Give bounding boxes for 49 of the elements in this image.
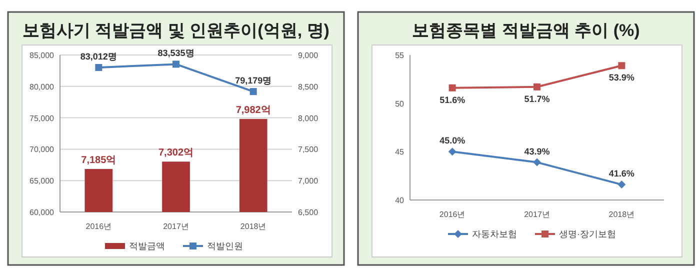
point	[618, 180, 626, 189]
x-tick-label: 2016년	[439, 210, 466, 219]
data-label: 83,535명	[158, 48, 194, 58]
legend-label: 자동차보험	[472, 229, 517, 239]
point	[448, 148, 456, 156]
data-label: 7,982억	[236, 104, 271, 116]
y-tick-label: 80,000	[30, 82, 55, 92]
data-label: 51.6%	[440, 94, 466, 105]
y-tick-label: 50	[395, 99, 405, 108]
point	[95, 64, 102, 71]
point	[172, 60, 180, 68]
y-tick-label: 60,000	[30, 208, 55, 217]
y2-tick-label: 7,500	[298, 145, 319, 154]
x-tick-label: 2016년	[86, 222, 112, 231]
data-label: 43.9%	[524, 146, 550, 156]
data-label: 79,179명	[235, 76, 272, 86]
y-tick-label: 85,000	[30, 51, 55, 60]
point	[448, 84, 456, 92]
y-tick-label: 65,000	[30, 176, 55, 186]
point	[618, 62, 626, 70]
data-label: 45.0%	[440, 136, 466, 146]
y2-tick-label: 8,000	[298, 114, 319, 123]
data-label: 7,185억	[81, 154, 116, 166]
legend-label: 적발금액	[129, 241, 165, 251]
x-tick-label: 2018년	[240, 222, 266, 231]
y-tick-label: 45	[395, 148, 405, 157]
y2-tick-label: 7,000	[298, 176, 319, 186]
chart-title: 보험사기 적발금액 및 인원추이(억원, 명)	[22, 21, 330, 40]
data-label: 51.7%	[524, 94, 550, 104]
point	[533, 158, 541, 166]
legend-label: 생명·장기보험	[559, 229, 616, 239]
point	[250, 88, 257, 96]
x-tick-label: 2018년	[608, 210, 635, 219]
y-tick-label: 55	[395, 51, 405, 60]
legend-label: 적발인원	[207, 241, 243, 251]
y-tick-label: 70,000	[30, 145, 55, 154]
data-label: 53.9%	[608, 72, 634, 83]
y2-tick-label: 6,500	[298, 208, 319, 217]
x-tick-label: 2017년	[163, 222, 189, 231]
y-tick-label: 75,000	[30, 114, 55, 123]
y2-tick-label: 9,000	[298, 51, 319, 60]
data-label: 41.6%	[608, 168, 634, 179]
data-label: 83,012명	[80, 51, 117, 62]
data-label: 7,302억	[158, 148, 194, 159]
y-tick-label: 40	[395, 196, 405, 205]
x-tick-label: 2017년	[524, 210, 550, 219]
y2-tick-label: 8,500	[298, 82, 319, 92]
point	[534, 83, 540, 90]
chart-title: 보험종목별 적발금액 추이 (%)	[412, 21, 640, 40]
